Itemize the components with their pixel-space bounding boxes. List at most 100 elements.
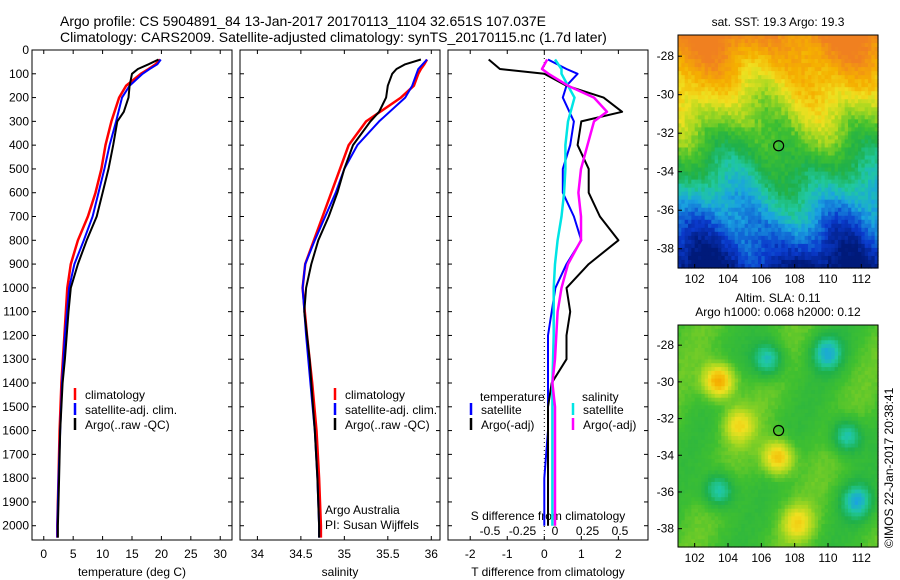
map-cell <box>741 91 746 96</box>
map-cell <box>704 123 709 128</box>
map-cell <box>771 183 776 189</box>
map-cell <box>784 187 789 193</box>
map-cell <box>781 99 786 104</box>
map-cell <box>844 171 849 177</box>
map-cell <box>821 75 826 80</box>
map-cell <box>854 83 859 88</box>
map-cell <box>698 55 702 60</box>
map-cell <box>828 159 832 165</box>
map-cell <box>771 119 776 124</box>
map-cell <box>728 71 732 76</box>
map-cell <box>778 171 782 177</box>
map-cell <box>824 143 829 149</box>
map-cell <box>858 183 862 189</box>
map-cell <box>788 187 792 193</box>
map-cell <box>748 103 752 108</box>
map-cell <box>871 87 876 92</box>
map-cell <box>854 107 859 112</box>
map-cell <box>814 159 819 165</box>
map-cell <box>764 171 769 177</box>
map-cell <box>791 155 796 161</box>
map-cell <box>754 139 759 145</box>
map-cell <box>761 131 766 137</box>
map-cell <box>784 147 789 153</box>
map-cell <box>784 63 789 68</box>
map-cell <box>714 171 719 177</box>
map-cell <box>811 123 816 128</box>
map-cell <box>704 179 709 185</box>
map-cell <box>738 67 742 72</box>
map-cell <box>778 175 782 181</box>
map-cell <box>731 195 736 201</box>
map-cell <box>728 35 732 40</box>
map-cell <box>864 131 869 137</box>
map-cell <box>744 43 749 48</box>
map-cell <box>854 87 859 92</box>
map-cell <box>874 171 879 177</box>
map-cell <box>734 183 739 189</box>
map-cell <box>858 67 862 72</box>
map-cell <box>874 39 879 44</box>
map-cell <box>754 67 759 72</box>
map-cell <box>678 195 682 201</box>
map-cell <box>814 191 819 197</box>
map-cell <box>871 35 876 40</box>
map-cell <box>804 103 809 108</box>
map-cell <box>784 195 789 201</box>
map-cell <box>751 95 756 100</box>
map-cell <box>874 199 879 205</box>
map-cell <box>774 143 779 149</box>
x-tick-label: -2 <box>465 547 476 561</box>
legend-label: climatology <box>85 388 145 402</box>
map-cell <box>761 51 766 56</box>
map-cell <box>858 159 862 165</box>
map-cell <box>748 155 752 161</box>
map-cell <box>838 79 842 84</box>
map-cell <box>681 63 686 68</box>
legend-label: satellite-adj. clim. <box>85 403 177 417</box>
map-cell <box>718 87 722 92</box>
map-cell <box>691 175 696 181</box>
map-cell <box>818 99 822 104</box>
map-cell <box>748 135 752 141</box>
map-cell <box>701 131 706 137</box>
map-cell <box>831 167 836 173</box>
map-cell <box>731 63 736 68</box>
map-cell <box>718 199 722 205</box>
map-cell <box>718 75 722 80</box>
map-cell <box>801 143 806 149</box>
map-cell <box>771 163 776 169</box>
map-cell <box>754 195 759 201</box>
map-cell <box>734 199 739 205</box>
map-cell <box>804 143 809 149</box>
map-cell <box>851 91 856 96</box>
map-cell <box>774 99 779 104</box>
map-cell <box>838 183 842 189</box>
depth-tick-label: 300 <box>9 114 29 128</box>
map-cell <box>864 175 869 181</box>
map-cell <box>701 75 706 80</box>
map-cell <box>798 143 802 149</box>
map-cell <box>748 59 752 64</box>
map-cell <box>828 39 832 44</box>
map-cell <box>778 103 782 108</box>
map-cell <box>761 155 766 161</box>
map-cell <box>751 59 756 64</box>
map-cell <box>844 139 849 145</box>
map-cell <box>854 47 859 52</box>
map-cell <box>704 199 709 205</box>
map-cell <box>694 43 699 48</box>
map-cell <box>838 67 842 72</box>
map-cell <box>864 115 869 120</box>
map-cell <box>844 83 849 88</box>
map-cell <box>701 195 706 201</box>
map-cell <box>794 107 799 112</box>
map-cell <box>788 175 792 181</box>
map-cell <box>824 55 829 60</box>
map-cell <box>758 83 762 88</box>
map-cell <box>744 91 749 96</box>
map-cell <box>721 47 726 52</box>
map-cell <box>724 47 729 52</box>
map-cell <box>868 199 872 205</box>
map-cell <box>801 91 806 96</box>
